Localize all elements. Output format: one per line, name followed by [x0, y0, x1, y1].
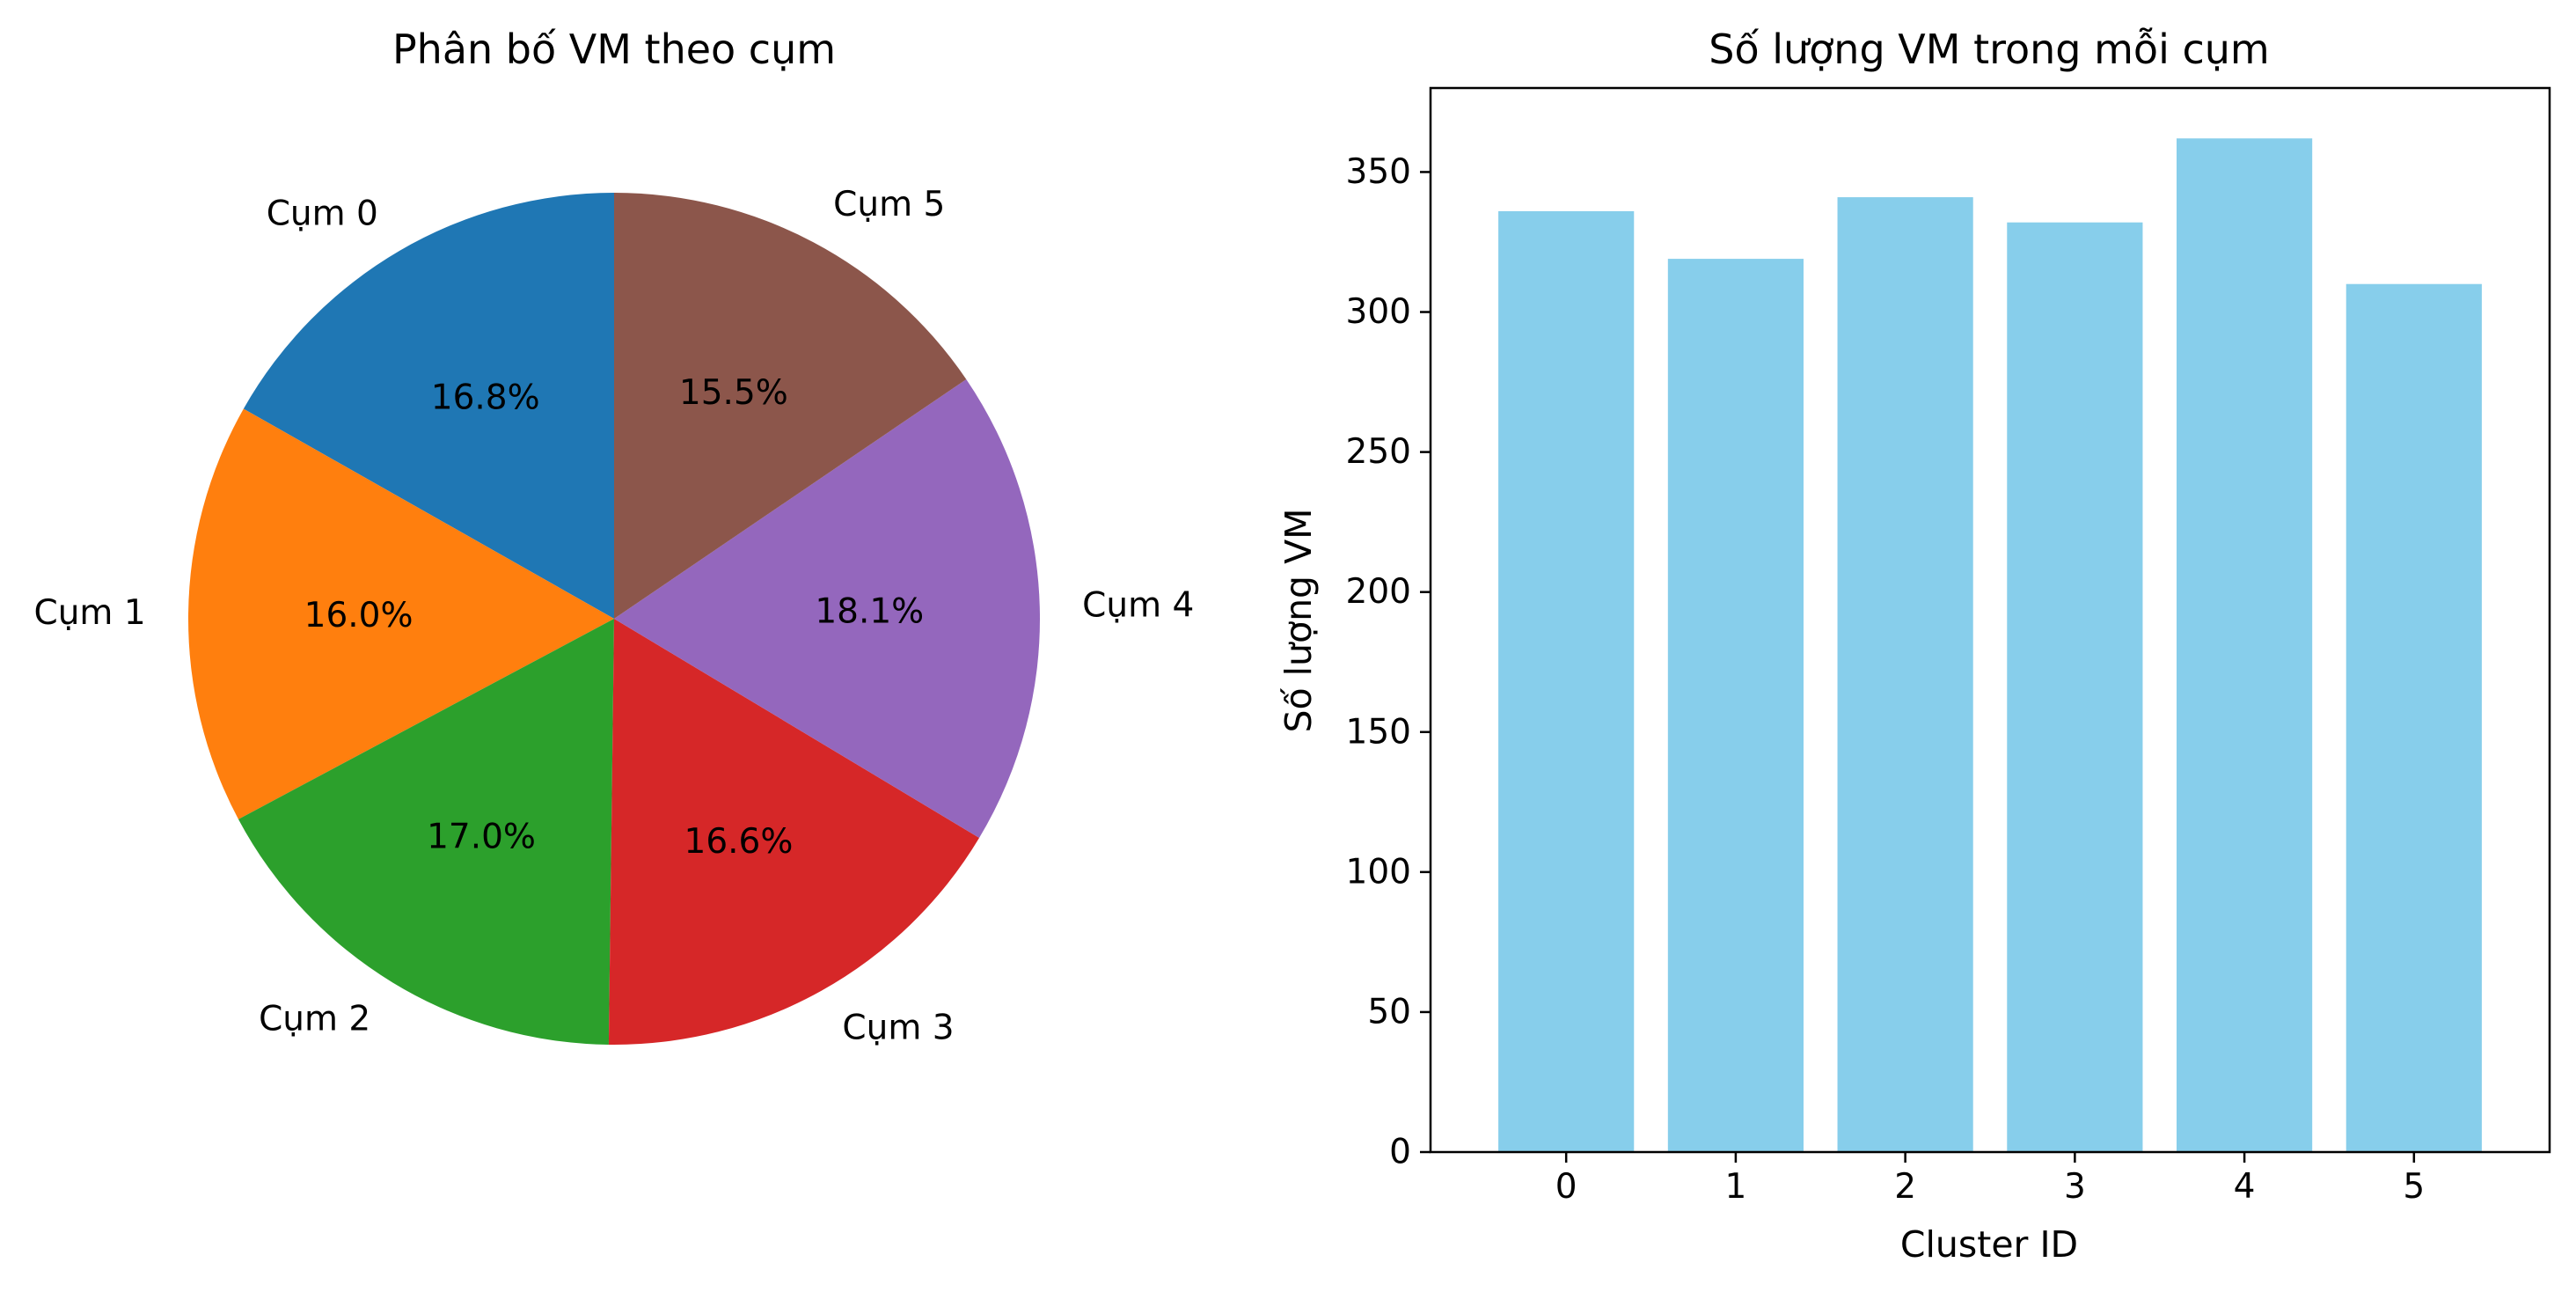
- pie-chart: Phân bố VM theo cụm 16.8% Cụm 0 16.0% Cụm 1…: [33, 26, 1194, 1047]
- x-axis-label: Cluster ID: [1900, 1223, 2078, 1266]
- bar-chart: Số lượng VM trong mỗi cụm 05010015020025…: [1277, 26, 2551, 1266]
- pie-percent-label-1: 16.0%: [304, 596, 413, 635]
- x-tick-label-5: 5: [2403, 1167, 2425, 1207]
- pie-percent-label-5: 15.5%: [679, 373, 788, 413]
- bars: [1498, 138, 2482, 1153]
- y-tick-label-0: 0: [1389, 1133, 1411, 1172]
- pie-category-label-4: Cụm 4: [1082, 585, 1194, 625]
- pie-category-label-5: Cụm 5: [833, 185, 945, 224]
- pie-slice-4: [614, 378, 1040, 838]
- x-tick-label-4: 4: [2234, 1167, 2256, 1207]
- y-tick-label-4: 200: [1346, 572, 1411, 612]
- bar-title: Số lượng VM trong mỗi cụm: [1709, 26, 2269, 73]
- plot-frame: [1429, 86, 2551, 1154]
- pie-category-label-2: Cụm 2: [259, 999, 370, 1039]
- y-tick-label-3: 150: [1346, 712, 1411, 752]
- y-tick-label-2: 100: [1346, 852, 1411, 892]
- y-axis-label: Số lượng VM: [1277, 508, 1320, 732]
- pie-title: Phân bố VM theo cụm: [392, 26, 836, 73]
- pie-percent-label-4: 18.1%: [815, 591, 924, 631]
- pie-category-label-0: Cụm 0: [267, 195, 378, 234]
- y-tick-label-6: 300: [1346, 292, 1411, 332]
- bar-4: [2177, 138, 2313, 1152]
- bar-3: [2007, 222, 2143, 1152]
- y-axis-ticks: 0 50 100 150 200 250 300 350: [1346, 152, 1431, 1172]
- x-axis-ticks: 0 1 2 3 4 5: [1555, 1152, 2425, 1207]
- x-tick-label-1: 1: [1724, 1167, 1746, 1207]
- y-tick-label-1: 50: [1367, 992, 1411, 1031]
- y-tick-label-5: 250: [1346, 432, 1411, 472]
- pie-percent-label-3: 16.6%: [684, 822, 794, 862]
- x-tick-label-0: 0: [1555, 1167, 1577, 1207]
- pie-category-label-3: Cụm 3: [842, 1008, 954, 1047]
- x-tick-label-2: 2: [1894, 1167, 1916, 1207]
- pie-slices: [187, 193, 1040, 1045]
- pie-percent-label-0: 16.8%: [431, 378, 540, 418]
- pie-slice-0: [243, 193, 614, 619]
- pie-labels: 16.8% Cụm 0 16.0% Cụm 1 17.0% Cụm 2 16.6% Cụm 3…: [33, 185, 1194, 1047]
- bar-1: [1667, 259, 1804, 1153]
- pie-category-label-1: Cụm 1: [33, 593, 145, 633]
- pie-percent-label-2: 17.0%: [427, 818, 536, 857]
- pie-slice-3: [608, 619, 980, 1045]
- y-tick-label-7: 350: [1346, 152, 1411, 192]
- pie-slice-1: [187, 408, 614, 819]
- x-tick-label-3: 3: [2064, 1167, 2086, 1207]
- pie-slice-2: [238, 619, 614, 1045]
- bar-2: [1837, 197, 1973, 1153]
- pie-slice-5: [614, 193, 967, 619]
- bar-0: [1498, 210, 1635, 1152]
- bar-5: [2345, 283, 2482, 1152]
